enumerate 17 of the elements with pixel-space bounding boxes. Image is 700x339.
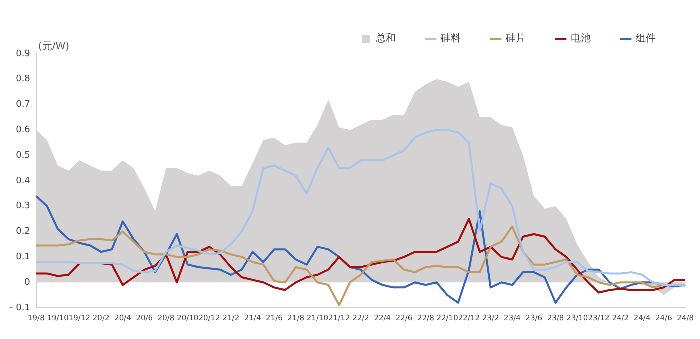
legend-label: 总和 bbox=[375, 32, 396, 45]
y-tick-label: 0.4 bbox=[16, 176, 31, 186]
y-tick-label: 0.6 bbox=[16, 126, 31, 136]
legend-label: 组件 bbox=[636, 32, 656, 45]
legend-label: 硅料 bbox=[440, 32, 461, 45]
y-tick-label: 0.5 bbox=[16, 150, 30, 161]
y-tick-label: - 0.1 bbox=[10, 303, 30, 314]
y-tick-label: 0.8 bbox=[16, 74, 31, 85]
legend-label: 电池 bbox=[571, 32, 591, 45]
y-tick-label: 0 bbox=[24, 278, 31, 288]
y-axis-title: (元/W) bbox=[38, 42, 70, 53]
y-tick-label: 0.1 bbox=[16, 252, 30, 263]
y-tick-label: 0.9 bbox=[16, 49, 31, 60]
legend-label: 硅片 bbox=[505, 32, 526, 45]
y-tick-label: 0.2 bbox=[16, 227, 30, 238]
y-tick-label: 0.3 bbox=[16, 202, 30, 212]
y-tick-label: 0.7 bbox=[16, 100, 30, 110]
